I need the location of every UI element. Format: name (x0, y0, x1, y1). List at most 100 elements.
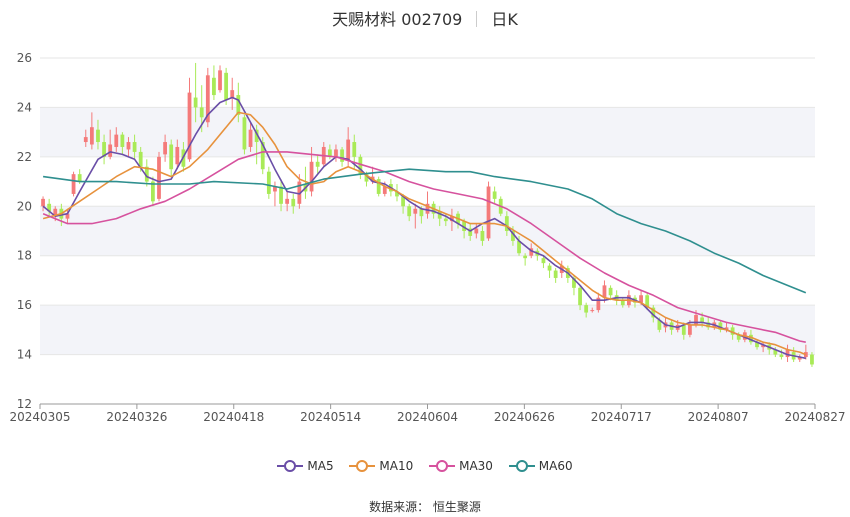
candle-body (639, 295, 643, 303)
candle-body (71, 174, 76, 194)
candle-body (77, 174, 82, 182)
candle-body (266, 171, 271, 194)
candle-body (120, 134, 125, 147)
y-tick-label: 24 (17, 100, 32, 114)
candle-body (254, 129, 259, 143)
candle-body (602, 285, 607, 298)
candle-body (724, 327, 729, 330)
candle-body (340, 149, 344, 162)
candle-body (346, 139, 351, 160)
candle-body (327, 149, 332, 157)
legend-item-ma5[interactable]: MA5 (277, 459, 334, 473)
x-tick-label: 20240514 (300, 410, 361, 424)
candle-body (450, 216, 454, 222)
legend-item-ma60[interactable]: MA60 (508, 459, 573, 473)
candle-body (785, 349, 790, 358)
candle-body (553, 270, 558, 278)
legend: MA5 MA10 MA30 MA60 (0, 459, 850, 476)
candle-body (334, 149, 338, 157)
candle-body (584, 305, 589, 313)
legend-item-ma30[interactable]: MA30 (429, 459, 493, 473)
candle-body (773, 349, 778, 355)
candle-body (718, 322, 723, 330)
candle-body (651, 307, 656, 318)
y-tick-label: 22 (17, 150, 32, 164)
candle-body (291, 198, 296, 207)
candle-body (492, 191, 497, 199)
candle-body (169, 144, 174, 170)
candle-body (755, 342, 759, 348)
legend-item-ma10[interactable]: MA10 (349, 459, 413, 473)
candle-body (547, 265, 552, 271)
candle-body (803, 352, 808, 358)
candle-body (376, 179, 381, 194)
candle-body (193, 97, 198, 108)
candle-body (437, 211, 442, 219)
grid-band (40, 305, 815, 355)
candle-body (700, 317, 704, 323)
candle-body (273, 186, 277, 192)
candle-body (578, 287, 582, 306)
grid-band (40, 107, 815, 157)
candle-body (596, 297, 601, 311)
candle-body (810, 354, 814, 365)
candle-body (407, 206, 412, 217)
title-separator (476, 11, 478, 27)
x-tick-label: 20240827 (784, 410, 845, 424)
candle-body (315, 161, 320, 167)
x-tick-label: 20240418 (203, 410, 264, 424)
candle-body (151, 181, 155, 202)
candle-body (53, 208, 58, 217)
line-ma10 (42, 111, 807, 356)
candle-body (108, 144, 113, 157)
candle-body (425, 203, 430, 214)
candle-body (761, 344, 766, 348)
candle-body (736, 334, 741, 340)
candle-body (797, 357, 802, 360)
candle-body (83, 137, 88, 143)
candle-body (279, 186, 283, 204)
candle-body (504, 216, 509, 231)
candle-body (572, 277, 576, 288)
candle-body (212, 77, 216, 96)
candle-body (218, 70, 222, 91)
candle-body (297, 181, 302, 204)
candle-body (285, 198, 290, 204)
candle-body (480, 231, 485, 241)
candle-body (529, 248, 534, 256)
legend-label-ma60: MA60 (538, 459, 573, 473)
x-tick-label: 20240807 (688, 410, 749, 424)
candle-body (382, 186, 387, 194)
candle-body (474, 228, 479, 234)
candle-body (462, 221, 467, 231)
line-ma30 (42, 151, 806, 343)
legend-label-ma10: MA10 (379, 459, 414, 473)
candle-body (309, 161, 314, 192)
candle-body (352, 142, 357, 157)
candle-body (590, 310, 595, 312)
candle-body (144, 166, 149, 182)
x-tick-label: 20240717 (591, 410, 652, 424)
line-ma60 (42, 168, 807, 294)
candle-body (681, 324, 686, 335)
candle-body (175, 146, 180, 165)
x-tick-label: 20240326 (106, 410, 167, 424)
candle-body (401, 196, 405, 207)
candle-body (138, 151, 143, 167)
candle-body (47, 203, 52, 212)
candle-body (486, 186, 491, 239)
candle-body (419, 208, 424, 217)
candle-body (236, 95, 241, 115)
candle-body (224, 72, 229, 101)
candle-body (706, 322, 711, 328)
candle-body (468, 228, 473, 236)
chart-title: 天赐材料 002709 日K (0, 6, 850, 30)
candle-body (541, 258, 546, 264)
candle-body (657, 319, 662, 330)
candle-body (413, 208, 418, 214)
y-tick-label: 20 (17, 199, 32, 213)
candle-body (114, 134, 119, 147)
candle-body (260, 142, 265, 170)
candle-body (443, 218, 448, 222)
y-tick-label: 12 (17, 397, 32, 411)
